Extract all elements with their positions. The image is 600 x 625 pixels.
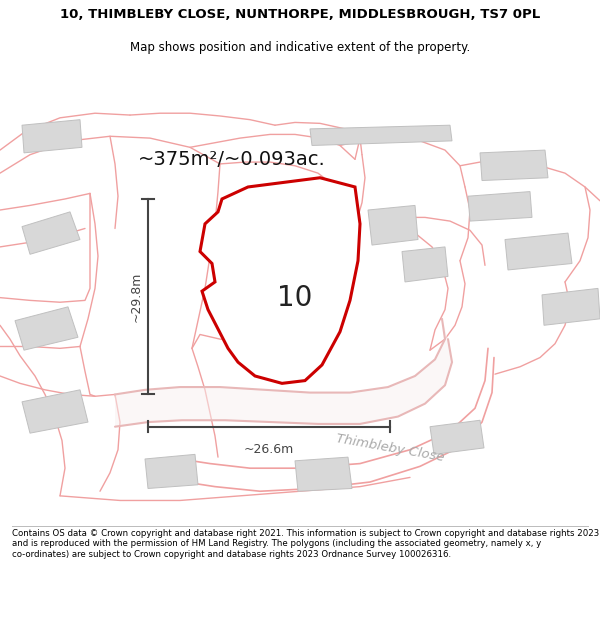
Polygon shape <box>238 288 295 334</box>
Polygon shape <box>145 454 198 489</box>
Polygon shape <box>368 206 418 245</box>
Polygon shape <box>22 390 88 433</box>
Polygon shape <box>22 212 80 254</box>
Polygon shape <box>115 319 452 427</box>
Polygon shape <box>480 150 548 181</box>
Polygon shape <box>505 233 572 270</box>
Polygon shape <box>402 247 448 282</box>
Text: ~29.8m: ~29.8m <box>130 271 143 322</box>
Text: ~26.6m: ~26.6m <box>244 443 294 456</box>
Polygon shape <box>22 119 82 153</box>
Polygon shape <box>542 288 600 325</box>
Polygon shape <box>230 242 280 282</box>
Text: Contains OS data © Crown copyright and database right 2021. This information is : Contains OS data © Crown copyright and d… <box>12 529 599 559</box>
Text: ~375m²/~0.093ac.: ~375m²/~0.093ac. <box>138 150 326 169</box>
Text: Thimbleby Close: Thimbleby Close <box>335 432 445 464</box>
Polygon shape <box>15 307 78 350</box>
Text: Map shows position and indicative extent of the property.: Map shows position and indicative extent… <box>130 41 470 54</box>
Polygon shape <box>295 457 352 491</box>
Polygon shape <box>310 125 452 146</box>
Text: 10: 10 <box>277 284 313 312</box>
Polygon shape <box>200 177 360 383</box>
Polygon shape <box>430 420 484 454</box>
Polygon shape <box>468 192 532 221</box>
Text: 10, THIMBLEBY CLOSE, NUNTHORPE, MIDDLESBROUGH, TS7 0PL: 10, THIMBLEBY CLOSE, NUNTHORPE, MIDDLESB… <box>60 8 540 21</box>
